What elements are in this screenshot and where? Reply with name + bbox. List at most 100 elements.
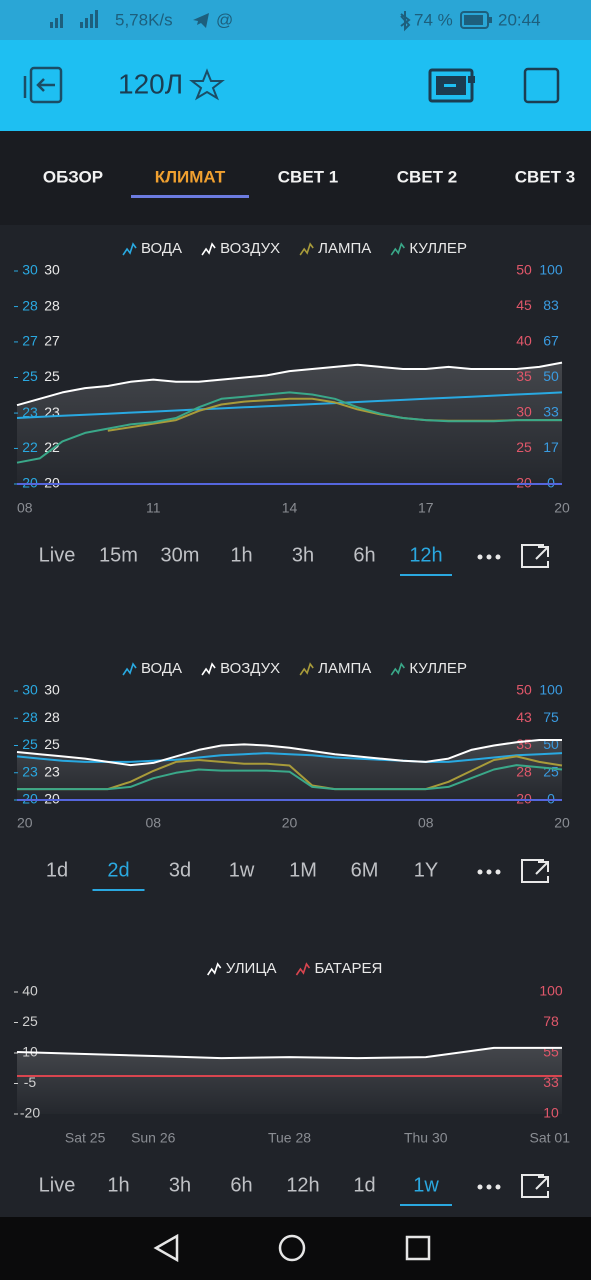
battery-fill [464, 15, 483, 25]
x-tick-label: 20 [282, 815, 298, 831]
range-button[interactable]: 12h [286, 1174, 319, 1196]
more-dot [477, 869, 483, 875]
range-button[interactable]: 6h [230, 1174, 252, 1196]
fullscreen-button[interactable] [521, 1174, 549, 1198]
y-tick-label: 17 [543, 439, 559, 455]
back-button[interactable] [23, 66, 63, 104]
charts: ВОДА ВОЗДУХ ЛАМПА КУЛЛЕР2022232527283020222… [14, 240, 570, 1206]
tab[interactable]: СВЕТ 1 [278, 167, 338, 186]
range-button[interactable]: 1M [289, 859, 317, 881]
battery-tip [489, 17, 492, 23]
legend-icon [299, 662, 314, 676]
legend-label: ЛАМПА [318, 660, 371, 677]
more-button[interactable] [477, 554, 501, 560]
telegram-icon [193, 13, 209, 28]
y-tick-label: 27 [44, 333, 60, 349]
more-dot [495, 554, 501, 560]
y-tick-label: 25 [22, 368, 38, 384]
range-underline [400, 574, 452, 576]
y-tick-label: 100 [539, 983, 563, 999]
y-tick-label: 28 [44, 297, 60, 313]
range-button[interactable]: 1h [107, 1174, 129, 1196]
range-button[interactable]: 12h [409, 544, 442, 566]
y-tick-label: 25 [44, 736, 60, 752]
range-button[interactable]: 1w [413, 1174, 439, 1196]
at-icon: @ [216, 10, 233, 29]
range-button[interactable]: 1d [46, 859, 68, 881]
fullscreen-button[interactable] [521, 859, 549, 883]
legend-icon [122, 662, 137, 676]
range-button[interactable]: 6M [351, 859, 379, 881]
tab[interactable]: КЛИМАТ [155, 167, 226, 186]
y-tick-label: 20 [44, 475, 60, 491]
series-area [17, 740, 562, 800]
y-tick-label: 23 [44, 763, 60, 779]
legend-label: КУЛЛЕР [409, 240, 467, 257]
range-button[interactable]: 2d [107, 859, 129, 881]
y-tick-label: 22 [22, 439, 38, 455]
y-tick-label: 50 [516, 262, 532, 278]
legend-icon [299, 242, 314, 256]
nav-back[interactable] [153, 1233, 179, 1263]
more-dot [486, 554, 492, 560]
y-tick-label: 25 [516, 439, 532, 455]
header[interactable] [0, 40, 591, 131]
legend-label: УЛИЦА [226, 960, 277, 977]
legend-icon [295, 962, 311, 976]
tabs: ОБЗОР КЛИМАТ СВЕТ 1 СВЕТ 2 СВЕТ 3 [43, 167, 575, 198]
signal-icon [50, 10, 98, 28]
range-button[interactable]: 3d [169, 859, 191, 881]
device-button[interactable] [428, 68, 475, 103]
range-button[interactable]: 3h [169, 1174, 191, 1196]
range-button[interactable]: 30m [161, 544, 200, 566]
legend-icon [390, 662, 405, 676]
more-button[interactable] [477, 869, 501, 875]
stop-button[interactable] [523, 67, 560, 104]
y-tick-label: 30 [44, 262, 60, 278]
fullscreen-button[interactable] [521, 544, 549, 568]
network-speed: 5,78K/s [115, 10, 173, 29]
range-button[interactable]: 1w [229, 859, 255, 881]
tab[interactable]: ОБЗОР [43, 167, 103, 186]
more-dot [477, 1184, 483, 1190]
more-button[interactable] [477, 1184, 501, 1190]
series-line [16, 739, 562, 767]
legend-icon [122, 242, 137, 256]
range-button[interactable]: 15m [99, 544, 138, 566]
x-tick-label: 20 [17, 815, 33, 831]
y-tick-label: 25 [44, 368, 60, 384]
y-tick-label: 10 [543, 1105, 559, 1121]
y-tick-label: 100 [539, 262, 563, 278]
nav-home[interactable] [278, 1234, 306, 1262]
y-tick-label: 20 [22, 475, 38, 491]
y-tick-label: 28 [44, 709, 60, 725]
range-button[interactable]: Live [39, 1174, 76, 1196]
range-button[interactable]: 1Y [414, 859, 438, 881]
tab[interactable]: СВЕТ 2 [397, 167, 457, 186]
range-button[interactable]: Live [39, 544, 76, 566]
range-button[interactable]: 6h [353, 544, 375, 566]
tab[interactable]: СВЕТ 3 [515, 167, 575, 186]
series-area [17, 1047, 562, 1114]
legend-label: БАТАРЕЯ [314, 960, 382, 977]
x-tick-label: 08 [145, 815, 161, 831]
range-button[interactable]: 3h [292, 544, 314, 566]
y-tick-label: 100 [539, 682, 563, 698]
nav-recents[interactable] [405, 1235, 431, 1261]
more-dot [486, 1184, 492, 1190]
y-tick-label: 0 [547, 791, 555, 807]
star-icon[interactable] [189, 68, 225, 101]
y-tick-label: 33 [543, 404, 559, 420]
y-tick-label: 30 [44, 682, 60, 698]
x-tick-label: 20 [554, 815, 570, 831]
series-area [17, 362, 562, 484]
battery-level: 74 % [414, 10, 453, 29]
x-tick-label: Sun 26 [131, 1130, 176, 1146]
y-tick-label: 20 [516, 791, 532, 807]
range-button[interactable]: 1d [353, 1174, 375, 1196]
range-underline [92, 889, 145, 891]
y-tick-label: 28 [516, 763, 532, 779]
more-dot [495, 869, 501, 875]
y-tick-label: 20 [44, 791, 60, 807]
range-button[interactable]: 1h [230, 544, 252, 566]
